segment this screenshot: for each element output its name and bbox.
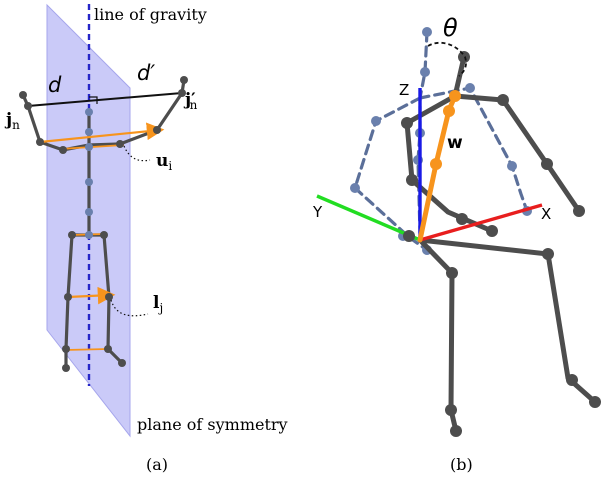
- x-axis-label: X: [541, 205, 551, 223]
- x-axis: [419, 203, 543, 242]
- caption-b: (b): [450, 455, 473, 474]
- right-leg: [102, 233, 124, 365]
- panel-a: line of gravity plane of symmetry d d′ j…: [4, 3, 288, 474]
- d-prime-label: d′: [137, 61, 155, 85]
- caption-a: (a): [146, 455, 168, 474]
- plane-of-symmetry-label: plane of symmetry: [137, 415, 288, 434]
- z-axis-label: Z: [399, 81, 409, 99]
- panel-a-joints: [19, 76, 188, 372]
- knee-orange-line: [64, 348, 109, 351]
- w-vector: [417, 93, 458, 243]
- solid-joints: [401, 51, 601, 437]
- y-axis: [316, 194, 421, 242]
- left-leg: [64, 233, 74, 370]
- jn-label: jn: [4, 110, 20, 132]
- y-axis-label: Y: [312, 203, 323, 221]
- left-arm: [21, 93, 42, 144]
- right-arm: [155, 78, 186, 132]
- orange-joints: [430, 90, 461, 170]
- solid-skeleton: [404, 54, 598, 434]
- u-label: ui: [156, 151, 172, 173]
- panel-b: θ w Z Y X (b): [312, 14, 601, 474]
- theta-arc: [427, 41, 467, 77]
- shoulder-line: [27, 92, 183, 107]
- jn-prime-label: j′n: [183, 90, 198, 112]
- d-label: d: [48, 73, 62, 97]
- line-of-gravity-label: line of gravity: [94, 5, 207, 24]
- w-label: w: [447, 133, 463, 153]
- l-label: lj: [153, 293, 163, 315]
- theta-label: θ: [443, 14, 458, 42]
- panel-a-center-joints: [85, 108, 93, 239]
- l-vector: [67, 286, 116, 305]
- u-vector: [39, 122, 165, 144]
- right-angle-marker: [89, 96, 98, 104]
- l-leader: [110, 299, 149, 317]
